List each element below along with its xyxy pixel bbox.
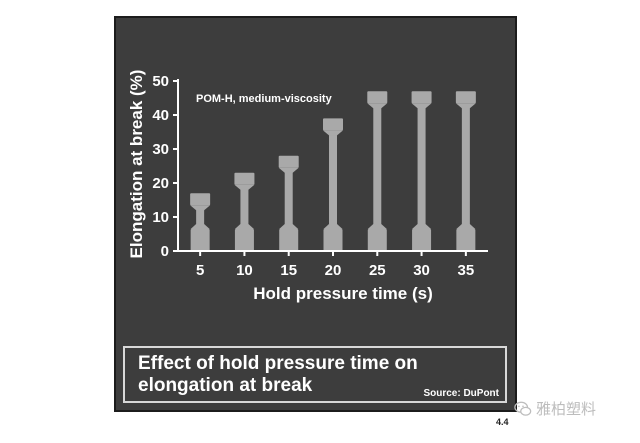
chart-annotation: POM-H, medium-viscosity <box>196 93 333 105</box>
page-number: 4.4 <box>496 417 509 427</box>
y-tick-label: 10 <box>152 209 169 226</box>
specimen-bar <box>455 91 476 251</box>
specimen-bar <box>323 118 343 251</box>
specimen-bar <box>278 155 299 251</box>
watermark-text: 雅柏塑料 <box>536 400 597 418</box>
x-tick-label: 25 <box>369 262 386 279</box>
y-tick-label: 50 <box>152 73 169 90</box>
wechat-icon <box>514 401 532 416</box>
x-tick-label: 15 <box>280 262 297 279</box>
caption-box: Effect of hold pressure time on elongati… <box>123 346 507 403</box>
x-tick-label: 10 <box>236 262 253 279</box>
x-tick-label: 35 <box>458 262 475 279</box>
x-tick-label: 20 <box>325 262 342 279</box>
watermark: 雅柏塑料 <box>514 398 596 419</box>
x-axis-title: Hold pressure time (s) <box>253 284 433 303</box>
x-tick-label: 5 <box>196 262 204 279</box>
y-tick-label: 30 <box>152 141 169 158</box>
y-tick-label: 40 <box>152 107 169 124</box>
y-tick-label: 0 <box>161 243 169 260</box>
caption-source: Source: DuPont <box>423 388 499 399</box>
specimen-bar <box>367 91 388 251</box>
x-tick-label: 30 <box>413 262 430 279</box>
y-axis-title: Elongation at break (%) <box>127 70 146 259</box>
chart-plot: 0 10 20 30 40 50 5 10 15 20 25 30 35 POM-H, medium-v… <box>127 70 488 303</box>
specimen-bar <box>411 91 432 251</box>
caption-title: Effect of hold pressure time on elongati… <box>138 353 418 396</box>
y-tick-label: 20 <box>152 175 169 192</box>
specimen-bar <box>234 172 255 251</box>
specimen-bar <box>190 193 211 251</box>
